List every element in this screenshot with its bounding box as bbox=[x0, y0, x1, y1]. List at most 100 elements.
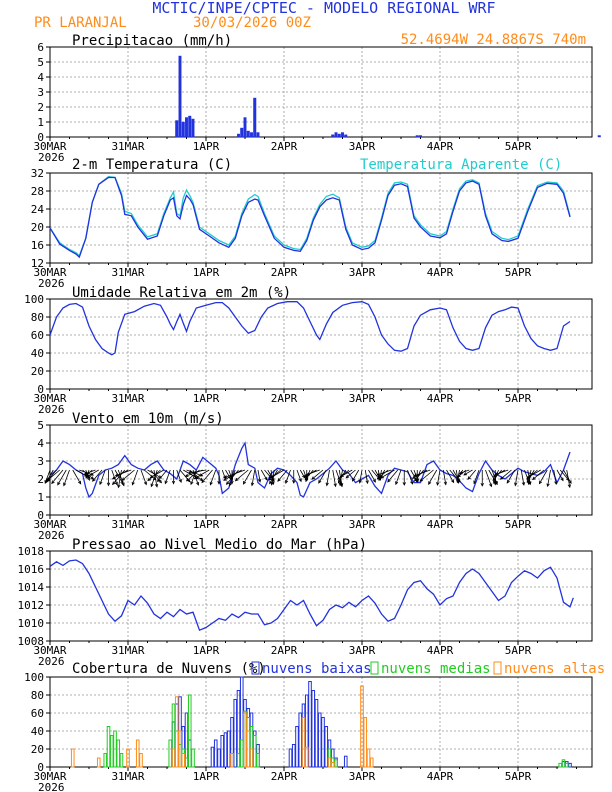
precip-xtick-label: 4APR bbox=[427, 140, 454, 153]
cloud-mid-bar bbox=[187, 694, 192, 768]
wind-xtick-label: 31MAR bbox=[111, 518, 144, 531]
wind-vector-head bbox=[527, 474, 532, 478]
wind-vector bbox=[112, 469, 129, 480]
wind-vector-head bbox=[131, 481, 135, 486]
wind-vector-head bbox=[193, 475, 198, 479]
precip-title: Precipitacao (mm/h) bbox=[72, 33, 232, 49]
wind-xtick-label: 5APR bbox=[505, 518, 532, 531]
precip-bar bbox=[243, 117, 247, 138]
wind-vector-head bbox=[234, 477, 239, 482]
wind-xtick-label: 4APR bbox=[427, 518, 454, 531]
cloud-low-bar bbox=[210, 746, 215, 768]
wind-vector-head bbox=[365, 480, 369, 485]
wind-vector-head bbox=[111, 476, 116, 480]
cloud-high-bar bbox=[327, 757, 332, 768]
wind-ytick-label: 5 bbox=[37, 419, 44, 432]
wind-vector-head bbox=[277, 478, 281, 482]
cloud-mid-bar bbox=[191, 748, 195, 768]
wind-vector-head bbox=[111, 481, 116, 486]
precip-ytick-label: 2 bbox=[37, 101, 44, 114]
cloud-low-bar bbox=[233, 699, 238, 768]
wind-vector-head bbox=[494, 472, 499, 476]
wind-vector bbox=[72, 469, 82, 484]
wind-vector bbox=[86, 469, 99, 478]
wind-vector bbox=[459, 469, 470, 474]
wind-vector bbox=[269, 469, 278, 484]
precip-frame bbox=[49, 46, 593, 138]
wind-vector-head bbox=[411, 475, 416, 479]
wind-vector-head bbox=[339, 483, 344, 487]
cloud-panel: Cobertura de Nuvens (%) nuvens baixas nu… bbox=[24, 661, 605, 792]
wind-vector-head bbox=[298, 478, 302, 483]
wind-vector-head bbox=[209, 481, 213, 486]
wind-vector bbox=[514, 469, 519, 486]
cloud-mid-bar bbox=[106, 726, 111, 768]
wind-vector-head bbox=[546, 483, 550, 488]
cloud-low-bar bbox=[308, 681, 312, 768]
wind-vector bbox=[539, 469, 548, 484]
precip-bar bbox=[236, 133, 240, 138]
cloud-mid-bar bbox=[236, 753, 241, 768]
wind-vector bbox=[84, 469, 93, 477]
cloud-high-bar bbox=[363, 717, 368, 768]
cloud-low-bar bbox=[295, 726, 299, 768]
wind-vector-head bbox=[333, 483, 337, 488]
wind-vector bbox=[446, 469, 455, 483]
cloud-low-bar bbox=[288, 748, 293, 768]
cloud-low-bar bbox=[314, 699, 319, 768]
wind-vector bbox=[157, 469, 168, 482]
cloud-mid-bar bbox=[116, 739, 121, 768]
wind-vector bbox=[532, 469, 545, 480]
temperature-xtick-year: 2026 bbox=[38, 277, 65, 290]
wind-vector bbox=[419, 469, 434, 482]
cloud-mid-bar bbox=[168, 739, 173, 768]
wind-vector-head bbox=[147, 477, 151, 482]
pressure-xtick-year: 2026 bbox=[38, 655, 65, 668]
wind-vector bbox=[340, 469, 353, 477]
temperature-ytick-label: 32 bbox=[31, 167, 44, 180]
cloud-low-bar bbox=[321, 717, 325, 768]
cloud-mid-bar bbox=[113, 730, 117, 768]
wind-vector bbox=[495, 469, 509, 476]
wind-vector bbox=[194, 469, 210, 479]
pressure-xtick-label: 4APR bbox=[427, 644, 454, 657]
wind-vector-head bbox=[376, 476, 381, 480]
header-coords: 52.4694W 24.8867S 740m bbox=[401, 32, 586, 48]
wind-vector-head bbox=[311, 476, 315, 480]
precip-bar bbox=[341, 132, 345, 138]
temperature-xtick-label: 31MAR bbox=[111, 266, 144, 279]
wind-vector bbox=[442, 469, 447, 485]
wind-vector bbox=[407, 469, 413, 485]
wind-vector-head bbox=[387, 478, 391, 483]
cloud-high-bar bbox=[126, 748, 130, 768]
humidity-ytick-label: 20 bbox=[31, 365, 44, 378]
wind-vector-head bbox=[527, 481, 531, 485]
wind-ytick-label: 0 bbox=[37, 509, 44, 522]
wind-vector-head bbox=[106, 482, 111, 487]
wind-vector-head bbox=[521, 481, 526, 486]
wind-vector-head bbox=[560, 477, 564, 482]
wind-vector-head bbox=[257, 478, 262, 483]
wind-vector bbox=[436, 469, 441, 486]
wind-vector bbox=[115, 469, 132, 477]
wind-vector-head bbox=[413, 473, 418, 477]
wind-vector-head bbox=[480, 483, 484, 487]
cloud-ytick-label: 100 bbox=[24, 671, 44, 684]
wind-vector bbox=[51, 469, 64, 484]
wind-vector-head bbox=[99, 481, 103, 486]
cloud-high-bar bbox=[181, 753, 186, 768]
pressure-line-0 bbox=[49, 559, 574, 632]
wind-vector bbox=[414, 469, 425, 482]
wind-vector bbox=[84, 469, 96, 475]
pressure-panel: Pressao ao Nivel Medio do Mar (hPa) 1008… bbox=[18, 537, 593, 668]
wind-vector-head bbox=[196, 481, 200, 486]
wind-vector bbox=[150, 469, 164, 478]
humidity-ytick-label: 40 bbox=[31, 347, 44, 360]
wind-ytick-label: 2 bbox=[37, 473, 44, 486]
header-run: 30/03/2026 00Z bbox=[193, 15, 311, 31]
wind-vector-head bbox=[154, 483, 159, 488]
wind-vector-head bbox=[117, 484, 121, 489]
precip-ytick-label: 0 bbox=[37, 131, 44, 144]
